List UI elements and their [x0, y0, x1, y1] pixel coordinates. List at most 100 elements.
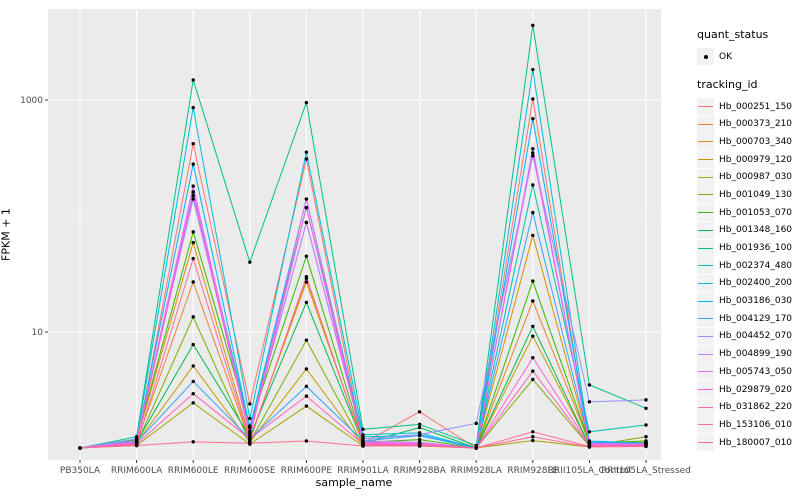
data-point	[474, 421, 478, 426]
legend-entry-label: Hb_004452_070	[719, 331, 793, 342]
legend-entry-Hb_001049_130: Hb_001049_130	[697, 186, 792, 204]
data-point	[531, 356, 535, 360]
x-tick-label: RRIM600SE	[224, 466, 276, 476]
line-swatch-icon	[697, 168, 714, 186]
legend-entry-Hb_000987_030: Hb_000987_030	[697, 168, 792, 186]
x-tick-label: RRIM600PE	[281, 466, 333, 476]
line-swatch-icon	[697, 310, 714, 328]
line-swatch-icon	[697, 239, 714, 257]
x-tick-label: RRII105LA_Control	[548, 466, 631, 476]
line-swatch-icon	[697, 363, 714, 381]
data-point	[248, 260, 252, 264]
data-point	[78, 446, 82, 450]
legend-entry-Hb_002400_200: Hb_002400_200	[697, 274, 793, 293]
legend-title-quant-status: quant_status	[697, 28, 769, 41]
legend-entry-Hb_001936_100: Hb_001936_100	[697, 239, 792, 257]
data-point	[191, 78, 195, 82]
data-point	[191, 280, 195, 284]
data-point	[531, 430, 535, 434]
data-point	[248, 416, 252, 421]
legend-entry-label: Hb_000251_150	[719, 101, 793, 112]
data-point	[304, 220, 309, 225]
data-point	[191, 142, 195, 146]
line-swatch-icon	[697, 257, 714, 275]
legend-entry-label: Hb_031862_220	[719, 402, 793, 413]
data-point	[531, 151, 535, 155]
x-tick-label: PB350LA	[60, 466, 101, 476]
legend-entry-label: Hb_004129_170	[719, 313, 793, 324]
data-point	[304, 404, 309, 408]
legend-entry-Hb_001348_160: Hb_001348_160	[697, 221, 792, 240]
y-tick-label: 10	[32, 328, 44, 338]
data-point	[191, 379, 195, 384]
data-point	[531, 183, 535, 187]
x-tick-label: RRIM600LA	[111, 466, 163, 476]
data-point	[304, 254, 309, 258]
legend: quant_status OK tracking_id Hb_000251_15…	[697, 28, 793, 452]
legend-entry-Hb_005743_050: Hb_005743_050	[697, 363, 792, 381]
legend-title-tracking-id: tracking_id	[697, 77, 758, 91]
data-point	[304, 157, 309, 161]
data-point	[191, 197, 195, 201]
legend-entry-Hb_031862_220: Hb_031862_220	[697, 398, 792, 416]
data-point	[304, 280, 309, 284]
data-point	[531, 324, 535, 328]
line-swatch-icon	[697, 151, 714, 169]
line-swatch-icon	[697, 221, 714, 239]
data-point	[644, 406, 648, 410]
legend-entry-Hb_180007_010: Hb_180007_010	[697, 434, 792, 452]
legend-entry-label: Hb_002400_200	[719, 278, 793, 289]
line-swatch-icon	[697, 186, 714, 204]
line-swatch-icon	[697, 398, 714, 416]
data-point	[531, 210, 535, 215]
legend-entry-label: Hb_001053_070	[719, 207, 793, 218]
data-point	[644, 423, 648, 427]
data-point	[531, 97, 535, 101]
data-point	[134, 443, 139, 448]
data-point	[417, 410, 422, 414]
legend-entry-label: Hb_004899_190	[719, 349, 793, 360]
data-point	[531, 279, 535, 283]
data-point	[191, 401, 195, 405]
data-point	[531, 299, 535, 303]
data-point	[531, 147, 535, 151]
data-point	[304, 394, 309, 398]
x-tick-label: RRII105LA_Stressed	[601, 466, 691, 476]
data-point	[304, 439, 309, 443]
data-point	[644, 444, 648, 449]
data-point	[531, 154, 535, 158]
data-point	[191, 190, 195, 194]
legend-entry-Hb_002374_480: Hb_002374_480	[697, 257, 792, 275]
data-point	[531, 23, 535, 28]
line-swatch-icon	[697, 434, 714, 452]
legend-entry-Hb_029879_020: Hb_029879_020	[697, 381, 792, 399]
data-point	[417, 433, 422, 437]
data-point	[531, 67, 535, 72]
data-point	[191, 342, 195, 347]
data-point	[191, 184, 195, 188]
data-point	[304, 274, 309, 279]
legend-entry-label: Hb_003186_030	[719, 296, 793, 307]
data-point	[644, 398, 648, 402]
legend-entry-label: Hb_000979_120	[719, 154, 793, 165]
legend-entry-label: Hb_000373_210	[719, 119, 793, 130]
legend-entry-label: Hb_153106_010	[719, 419, 793, 430]
data-point	[304, 384, 309, 389]
data-point	[531, 116, 535, 121]
data-point	[531, 377, 535, 382]
x-tick-label: RRIM928LA	[450, 466, 502, 476]
legend-entry-label: Hb_000987_030	[719, 172, 793, 183]
legend-entry-Hb_000979_120: Hb_000979_120	[697, 151, 792, 169]
line-swatch-icon	[697, 133, 714, 151]
x-axis-title: sample_name	[315, 476, 393, 489]
line-swatch-icon	[697, 416, 714, 434]
data-point	[248, 441, 252, 445]
data-point	[474, 446, 478, 450]
line-swatch-icon	[697, 274, 714, 292]
legend-entry-label: Hb_180007_010	[719, 437, 793, 448]
data-point	[417, 425, 422, 430]
data-point	[191, 391, 195, 396]
legend-entry-label: Hb_005743_050	[719, 366, 793, 377]
